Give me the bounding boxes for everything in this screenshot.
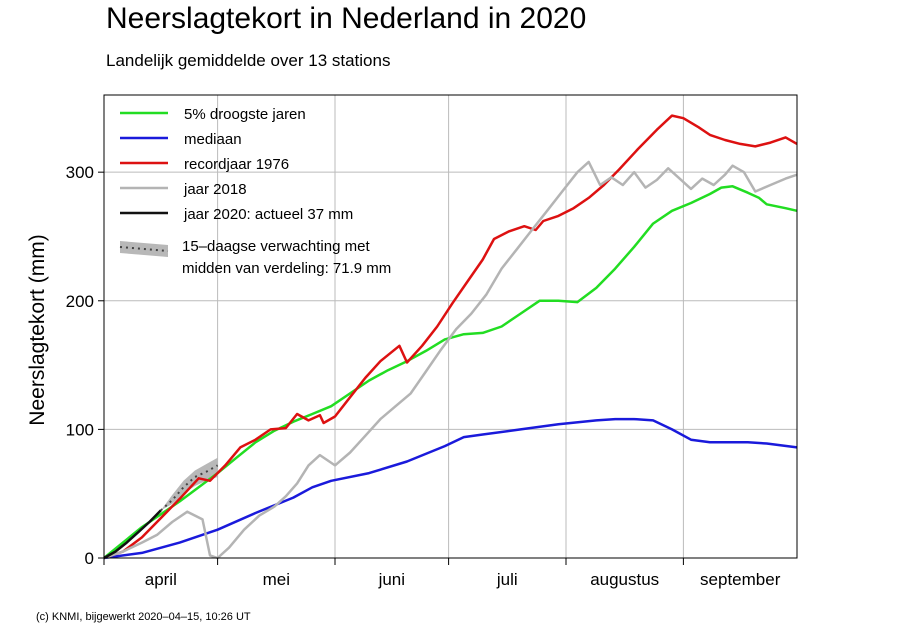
x-tick-label-mei: mei: [263, 570, 290, 589]
legend-swatch-dots: [119, 246, 169, 252]
axis-layer: 0 100 200 300 april mei juni juli augustus septem…: [66, 163, 781, 589]
legend-label: recordjaar 1976: [184, 156, 289, 173]
y-axis-label: Neerslagtekort (mm): [26, 234, 49, 425]
grid-layer: [104, 95, 797, 558]
series-layer: [103, 114, 798, 560]
y-tick-label: 300: [66, 163, 94, 182]
series-jaar-2020: [103, 509, 162, 560]
series-5-droogste-jaren: [103, 185, 798, 559]
legend-label-continued: midden van verdeling: 71.9 mm: [182, 260, 391, 277]
x-tick-label-augustus: augustus: [590, 570, 659, 589]
series-jaar-2018: [103, 160, 798, 560]
forecast-band: [160, 457, 218, 511]
x-tick-label-juli: juli: [496, 570, 518, 589]
y-tick-label: 100: [66, 420, 94, 439]
series-forecast-center: [160, 464, 219, 512]
y-tick-label: 200: [66, 292, 94, 311]
y-tick-label: 0: [85, 549, 94, 568]
legend-label: jaar 2018: [183, 181, 247, 198]
plot-frame: [103, 94, 798, 559]
x-tick-label-september: september: [700, 570, 781, 589]
series-mediaan: [103, 417, 798, 560]
legend-label: 15–daagse verwachting met: [182, 238, 370, 255]
series-recordjaar-1976: [103, 114, 798, 560]
chart-subtitle: Landelijk gemiddelde over 13 stations: [106, 51, 391, 70]
chart-title: Neerslagtekort in Nederland in 2020: [106, 2, 587, 35]
credit-note: (c) KNMI, bijgewerkt 2020–04–15, 10:26 U…: [36, 611, 251, 623]
legend-label: mediaan: [184, 131, 242, 148]
legend: 5% droogste jaren mediaan recordjaar 1976 j…: [119, 106, 391, 277]
forecast-band-layer: [160, 457, 218, 511]
legend-label: 5% droogste jaren: [184, 106, 306, 123]
x-tick-label-april: april: [145, 570, 177, 589]
x-tick-label-juni: juni: [378, 570, 405, 589]
legend-label: jaar 2020: actueel 37 mm: [183, 206, 353, 223]
